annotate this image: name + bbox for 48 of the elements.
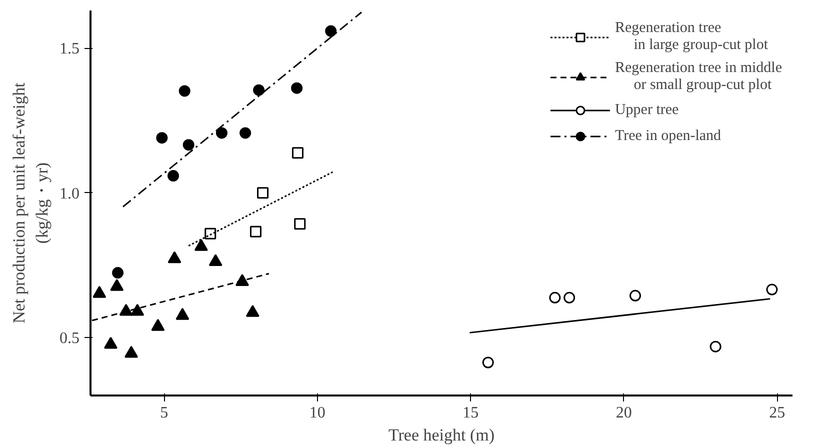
point [250, 226, 262, 238]
legend-label: Tree in open-land [614, 128, 722, 144]
y-axis-title: Net production per unit leaf-weight (kg/kg・yr) [10, 82, 52, 324]
point [710, 340, 722, 352]
point [766, 284, 778, 296]
point [482, 356, 494, 368]
point [168, 251, 182, 264]
point [130, 304, 144, 316]
point [292, 147, 304, 159]
point [246, 305, 260, 317]
point [92, 286, 106, 298]
point [257, 187, 269, 199]
point [178, 85, 190, 97]
point [294, 218, 306, 230]
point [325, 25, 337, 37]
point [176, 308, 190, 320]
x-tick-label: 20 [616, 404, 632, 422]
point [208, 254, 222, 266]
point [291, 82, 303, 94]
point [216, 127, 228, 139]
x-tick-label: 25 [769, 404, 786, 422]
point [156, 132, 168, 144]
point [168, 170, 180, 182]
legend-label: Regeneration tree in middle or small group-cut plot [614, 60, 782, 94]
point [235, 274, 249, 286]
point [204, 228, 216, 240]
x-tick-label: 10 [309, 404, 326, 422]
point [182, 139, 194, 151]
point [112, 267, 124, 279]
point [564, 292, 576, 304]
point [110, 278, 124, 291]
point [119, 304, 133, 316]
point [124, 346, 138, 358]
legend-label: Regeneration tree in large group-cut plot [614, 20, 768, 54]
point [549, 292, 561, 304]
y-tick-label: 1.0 [60, 185, 80, 202]
x-axis-title: Tree height (m) [388, 426, 495, 444]
point [629, 290, 641, 302]
x-tick-label: 15 [462, 404, 479, 422]
point [194, 239, 208, 251]
y-tick-label: 0.5 [60, 330, 80, 348]
legend-label: Upper tree [614, 102, 679, 118]
point [253, 84, 265, 96]
point [151, 318, 165, 331]
point [104, 336, 118, 349]
point [240, 127, 252, 139]
y-tick-label: 1.5 [60, 40, 80, 58]
x-tick-label: 5 [160, 404, 168, 422]
